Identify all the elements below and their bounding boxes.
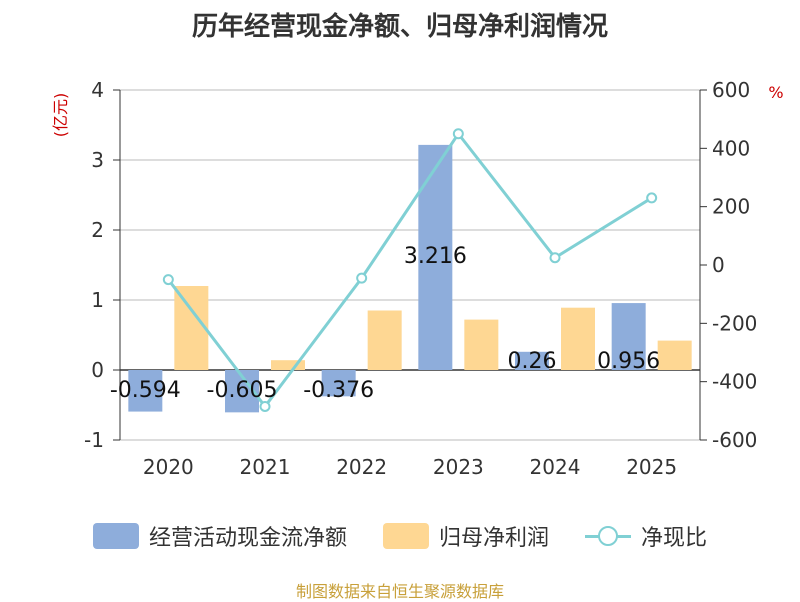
point-ratio <box>549 252 561 264</box>
legend-item-ratio[interactable]: 净现比 <box>585 520 707 552</box>
point-ratio <box>646 192 658 204</box>
data-label-operating-cash-flow: -0.376 <box>303 378 374 403</box>
data-label-operating-cash-flow: 3.216 <box>404 244 467 269</box>
bar-net-profit <box>174 286 209 370</box>
bar-operating-cash-flow <box>128 370 163 412</box>
bar-net-profit <box>271 360 305 370</box>
y-left-tick-label: 3 <box>91 148 104 172</box>
y-right-tick-label: 600 <box>712 78 750 102</box>
y-right-tick-label: 400 <box>712 136 750 160</box>
x-tick-label: 2023 <box>433 455 484 479</box>
legend-item-net-profit[interactable]: 归母净利润 <box>382 520 549 552</box>
y-left-tick-label: -1 <box>84 428 104 452</box>
bar-operating-cash-flow <box>515 351 549 370</box>
legend-swatch-operating-cash-flow <box>92 523 139 549</box>
legend-label-ratio: 净现比 <box>641 526 708 551</box>
bar-operating-cash-flow <box>611 303 646 370</box>
data-label-operating-cash-flow: -0.605 <box>207 378 278 403</box>
point-ratio <box>259 400 271 412</box>
data-label-operating-cash-flow: 0.956 <box>597 349 660 374</box>
source-note: 制图数据来自恒生聚源数据库 <box>295 582 504 601</box>
x-tick-label: 2025 <box>626 455 677 479</box>
chart-title: 历年经营现金净额、归母净利润情况 <box>191 12 608 42</box>
x-tick-label: 2020 <box>143 455 194 479</box>
data-label-operating-cash-flow: 0.26 <box>508 349 557 374</box>
y-right-tick-label: 0 <box>712 253 725 277</box>
legend-swatch-ratio <box>585 523 631 549</box>
y-left-tick-label: 4 <box>91 78 104 102</box>
x-tick-label: 2022 <box>336 455 387 479</box>
y-left-tick-label: 2 <box>91 218 104 242</box>
legend-swatch-net-profit <box>382 523 429 549</box>
legend-item-operating-cash-flow[interactable]: 经营活动现金流净额 <box>92 520 347 552</box>
bar-net-profit <box>464 319 499 370</box>
legend: 经营活动现金流净额 归母净利润 净现比 <box>0 516 800 556</box>
data-label-operating-cash-flow: -0.594 <box>110 378 181 403</box>
point-ratio <box>162 274 174 286</box>
y-left-tick-label: 1 <box>91 288 104 312</box>
y-right-tick-label: -400 <box>712 370 757 394</box>
bar-net-profit <box>657 340 692 370</box>
point-ratio <box>356 272 368 284</box>
y-left-tick-label: 0 <box>91 358 104 382</box>
y-left-axis-label: (亿元) <box>51 93 70 138</box>
legend-label-net-profit: 归母净利润 <box>438 526 549 551</box>
y-right-axis-label: % <box>768 83 783 102</box>
y-right-tick-label: 200 <box>712 195 750 219</box>
legend-label-operating-cash-flow: 经营活动现金流净额 <box>148 526 347 551</box>
line-ratio <box>167 131 653 409</box>
bar-operating-cash-flow <box>321 370 356 397</box>
point-ratio <box>452 128 464 140</box>
x-tick-label: 2024 <box>530 455 581 479</box>
x-tick-label: 2021 <box>240 455 291 479</box>
y-right-tick-label: -600 <box>712 428 757 452</box>
y-right-tick-label: -200 <box>712 311 757 335</box>
bar-net-profit <box>561 307 595 370</box>
bar-net-profit <box>367 310 402 370</box>
